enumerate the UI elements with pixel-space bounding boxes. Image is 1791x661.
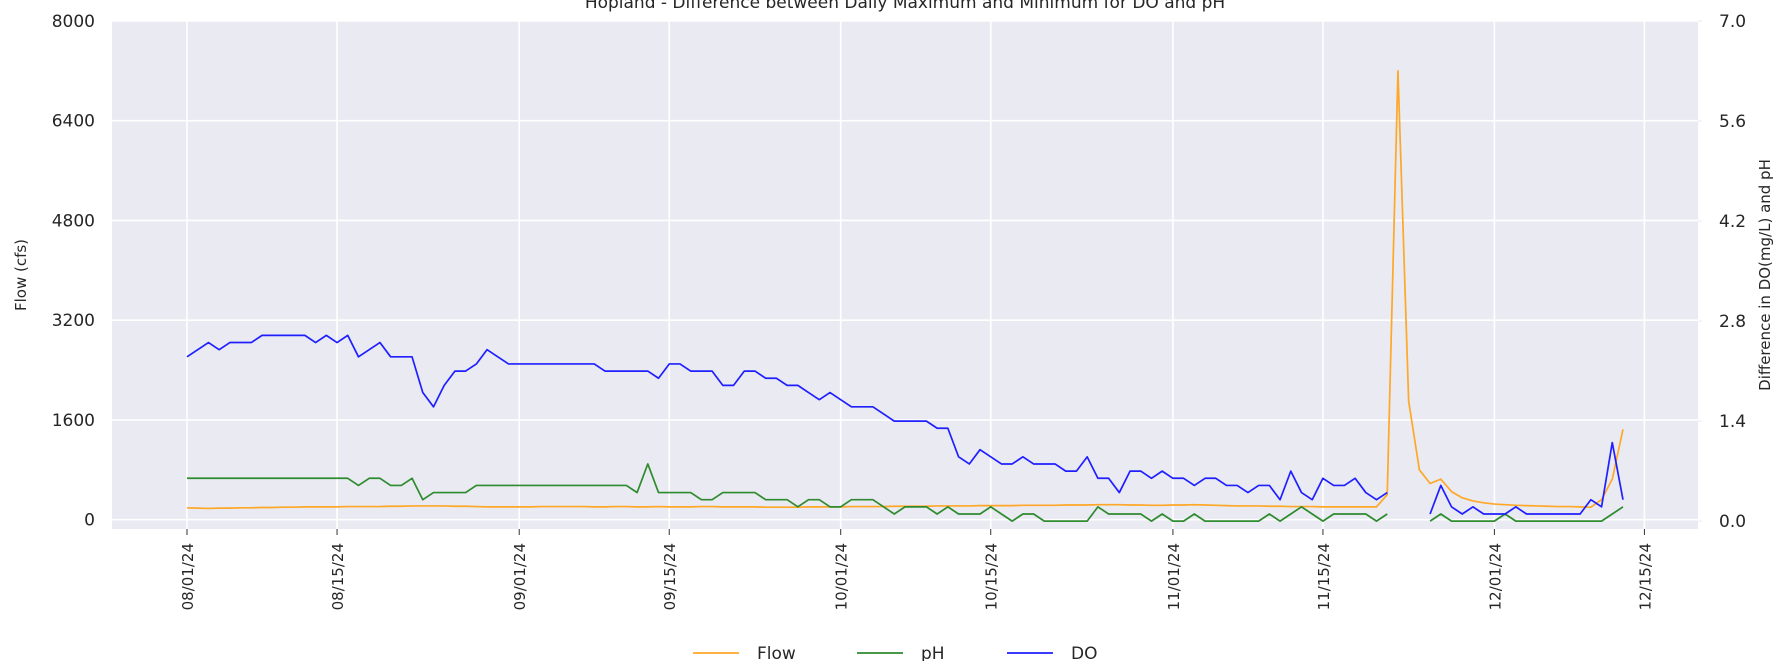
y-tick-label: 0 <box>84 511 95 531</box>
x-tick-label: 08/01/24 <box>179 543 197 610</box>
series-line <box>187 463 1624 522</box>
x-tick-label: 09/15/24 <box>661 543 679 610</box>
y-tick-label: 8000 <box>52 12 95 32</box>
y2-axis-label: Difference in DO(mg/L) and pH <box>1756 159 1774 391</box>
y2-tick-label: 7.0 <box>1719 12 1746 32</box>
y-tick-label: 1600 <box>52 411 95 431</box>
y-tick-label: 3200 <box>52 311 95 331</box>
x-tick-label: 09/01/24 <box>511 543 529 610</box>
x-tick-label: 11/15/24 <box>1315 543 1333 610</box>
y2-tick-label: 2.8 <box>1719 312 1746 332</box>
y-axis-label: Flow (cfs) <box>12 239 30 311</box>
y2-tick-label: 4.2 <box>1719 212 1746 232</box>
plot-background <box>112 21 1698 529</box>
x-tick-label: 08/15/24 <box>329 543 347 610</box>
y2-tick-label: 1.4 <box>1719 412 1746 432</box>
x-tick-label: 10/01/24 <box>833 543 851 610</box>
x-tick-label: 11/01/24 <box>1165 543 1183 610</box>
legend-label: pH <box>921 644 945 661</box>
chart-title: Hopland - Difference between Daily Maxim… <box>585 0 1225 13</box>
y-tick-label: 6400 <box>52 112 95 132</box>
y-tick-label: 4800 <box>52 211 95 231</box>
y2-tick-label: 0.0 <box>1719 512 1746 532</box>
legend-label: Flow <box>757 644 796 661</box>
series-line <box>186 334 1624 515</box>
legend-label: DO <box>1071 644 1097 661</box>
x-tick-label: 12/01/24 <box>1486 543 1504 610</box>
x-tick-label: 12/15/24 <box>1636 543 1654 610</box>
y2-tick-label: 5.6 <box>1719 112 1746 132</box>
x-tick-label: 10/15/24 <box>983 543 1001 610</box>
